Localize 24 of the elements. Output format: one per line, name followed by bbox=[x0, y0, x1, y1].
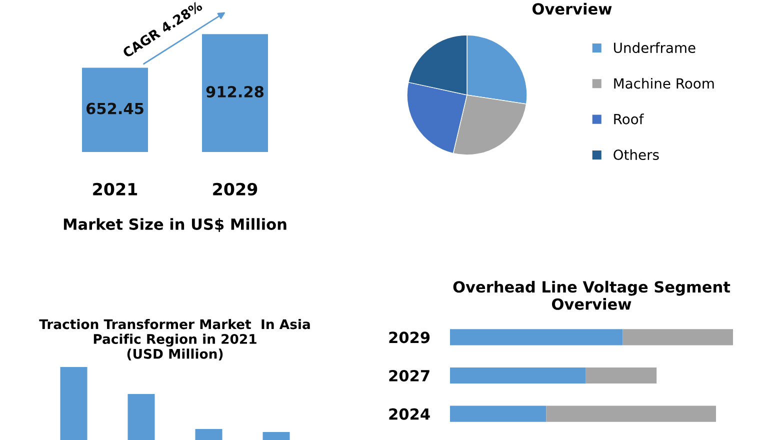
bar bbox=[450, 367, 586, 384]
legend-label: Others bbox=[614, 149, 659, 160]
legend-label: Roof bbox=[614, 114, 644, 124]
x-axis-title: Market Size in US$ Million bbox=[64, 218, 286, 232]
bar bbox=[195, 429, 222, 440]
bar bbox=[622, 329, 733, 346]
chart-title: Overhead Line Voltage Segment Overview bbox=[453, 280, 730, 310]
bar bbox=[450, 406, 546, 422]
x-tick-label: 2021 bbox=[93, 182, 138, 196]
chart-title: Traction Transformer Market In Asia Pacific Region in 2021 (USD Million) bbox=[39, 318, 310, 360]
bar bbox=[546, 406, 716, 422]
legend-label: Underframe bbox=[614, 42, 696, 54]
y-tick-label: 2029 bbox=[389, 332, 430, 344]
legend-label: Machine Room bbox=[614, 78, 714, 89]
bar bbox=[450, 329, 623, 346]
bar bbox=[128, 394, 155, 440]
y-tick-label: 2024 bbox=[389, 408, 430, 420]
bar bbox=[586, 367, 657, 384]
data-label: 912.28 bbox=[206, 86, 264, 98]
data-label: 652.45 bbox=[86, 102, 144, 114]
bar bbox=[262, 432, 290, 440]
y-tick-label: 2027 bbox=[389, 370, 430, 382]
chart-title: Overview bbox=[532, 2, 612, 15]
bar bbox=[60, 367, 88, 440]
